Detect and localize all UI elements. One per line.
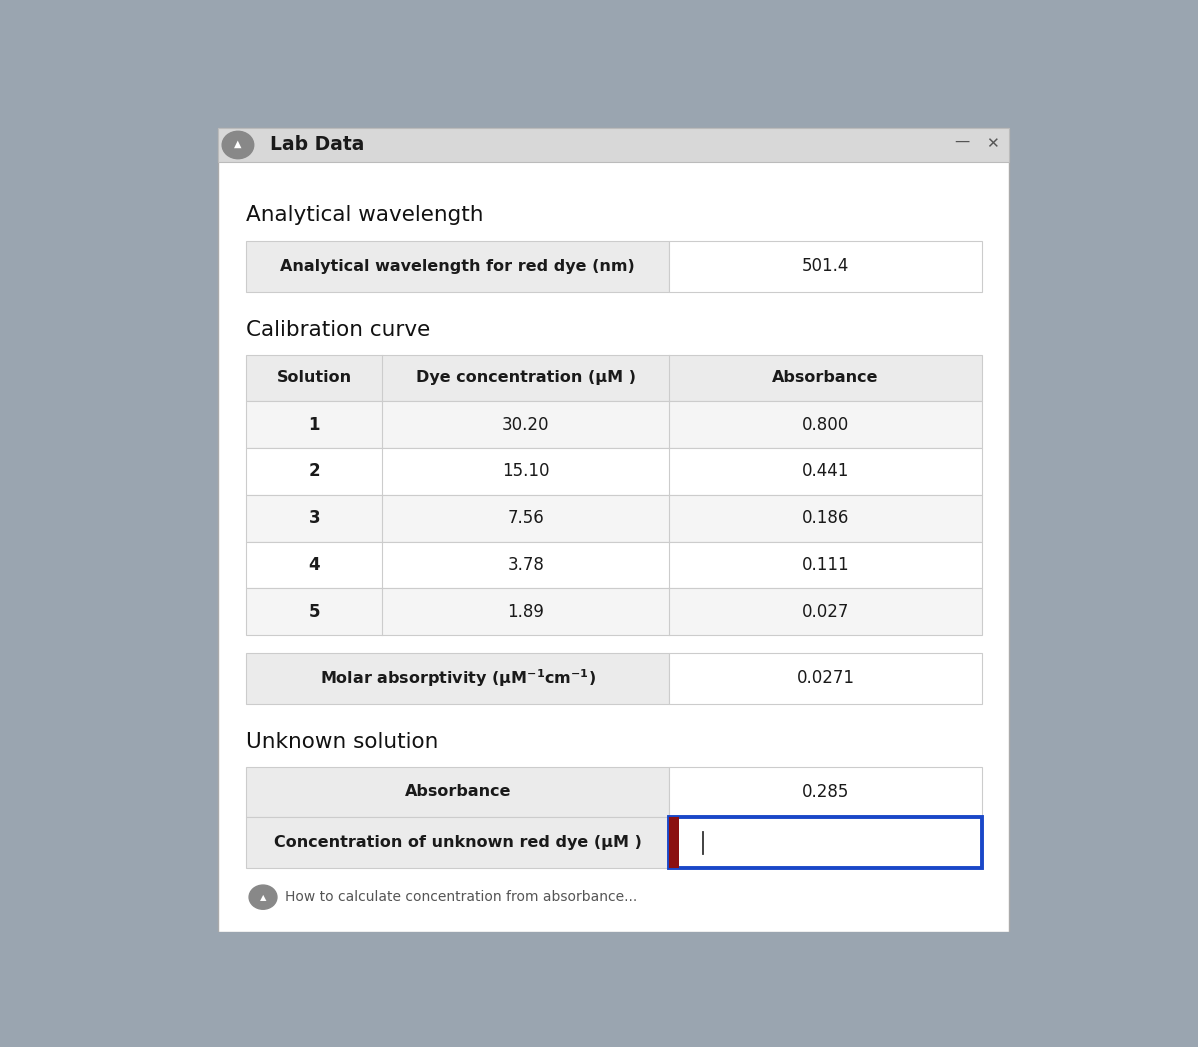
Text: 5: 5 — [309, 603, 320, 621]
Text: Analytical wavelength: Analytical wavelength — [247, 204, 484, 225]
Bar — [247, 653, 670, 704]
Text: 2: 2 — [309, 463, 320, 481]
Text: 0.0271: 0.0271 — [797, 669, 854, 687]
Bar — [247, 495, 981, 541]
Text: Concentration of unknown red dye (μM ): Concentration of unknown red dye (μM ) — [274, 836, 642, 850]
Bar — [670, 818, 679, 868]
Text: 15.10: 15.10 — [502, 463, 550, 481]
Text: 1: 1 — [309, 416, 320, 433]
Text: ✕: ✕ — [986, 136, 999, 151]
Bar — [247, 588, 981, 636]
Bar — [218, 128, 1010, 932]
Text: 0.285: 0.285 — [801, 783, 849, 801]
Text: ▲: ▲ — [234, 139, 242, 149]
Bar — [670, 766, 981, 818]
Text: Molar absorptivity ($\mathbf{\mu}$$\mathbf{M}$$^{\mathbf{-1}}$$\mathbf{cm}$$^{\m: Molar absorptivity ($\mathbf{\mu}$$\math… — [320, 667, 595, 689]
Text: How to calculate concentration from absorbance...: How to calculate concentration from abso… — [285, 890, 637, 905]
Text: —: — — [955, 134, 969, 150]
Bar — [247, 818, 670, 868]
Text: 501.4: 501.4 — [801, 258, 849, 275]
Text: 0.186: 0.186 — [801, 509, 849, 528]
Text: 0.800: 0.800 — [801, 416, 849, 433]
Text: 3.78: 3.78 — [507, 556, 544, 574]
Text: 0.027: 0.027 — [801, 603, 849, 621]
Bar — [670, 818, 981, 868]
Text: Lab Data: Lab Data — [270, 135, 364, 155]
Text: 30.20: 30.20 — [502, 416, 550, 433]
Text: 3: 3 — [309, 509, 320, 528]
Text: 0.441: 0.441 — [801, 463, 849, 481]
Bar — [247, 241, 670, 292]
Bar — [247, 541, 981, 588]
Circle shape — [249, 885, 277, 909]
Bar — [247, 766, 670, 818]
Text: ▲: ▲ — [260, 893, 266, 901]
Text: 4: 4 — [309, 556, 320, 574]
Bar — [670, 241, 981, 292]
Bar — [247, 355, 981, 401]
Text: 1.89: 1.89 — [507, 603, 544, 621]
Text: 0.111: 0.111 — [801, 556, 849, 574]
Text: Absorbance: Absorbance — [405, 784, 512, 800]
Circle shape — [222, 131, 254, 159]
Text: Absorbance: Absorbance — [773, 371, 878, 385]
Bar — [218, 128, 1010, 162]
Bar — [247, 448, 981, 495]
Text: Dye concentration (μM ): Dye concentration (μM ) — [416, 371, 636, 385]
Text: Calibration curve: Calibration curve — [247, 320, 430, 340]
Bar — [247, 401, 981, 448]
Bar — [670, 653, 981, 704]
Text: Unknown solution: Unknown solution — [247, 732, 438, 752]
Text: Analytical wavelength for red dye (nm): Analytical wavelength for red dye (nm) — [280, 259, 635, 274]
Text: Solution: Solution — [277, 371, 352, 385]
Text: 7.56: 7.56 — [508, 509, 544, 528]
